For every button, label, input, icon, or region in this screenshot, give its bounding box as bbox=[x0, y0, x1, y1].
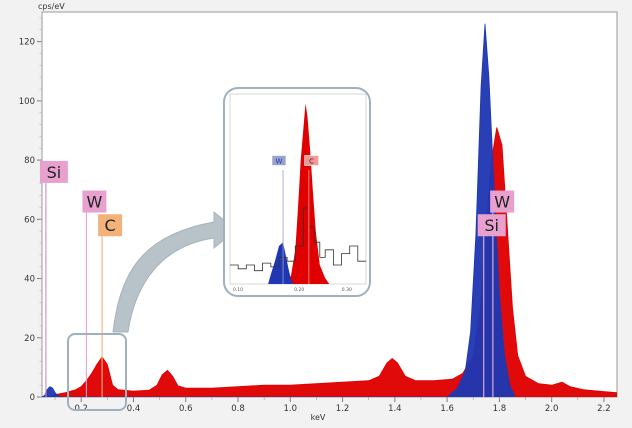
inset-x-tick-label: 0.10 bbox=[233, 287, 243, 293]
x-tick-label: 1.2 bbox=[336, 404, 350, 414]
series-area-red bbox=[42, 127, 617, 397]
x-tick-label: 2.0 bbox=[545, 404, 559, 414]
element-label: W bbox=[87, 193, 103, 212]
y-tick-label: 120 bbox=[19, 38, 35, 48]
x-tick-label: 1.8 bbox=[493, 404, 507, 414]
element-label-box bbox=[490, 190, 515, 213]
inset-x-tick-label: 0.20 bbox=[294, 287, 304, 293]
inset-area-blue bbox=[268, 242, 294, 284]
x-tick-label: 0.8 bbox=[231, 404, 245, 414]
element-label: Si bbox=[47, 163, 62, 182]
element-marker-lines bbox=[45, 182, 494, 397]
element-label-box bbox=[98, 214, 123, 237]
spectrum-areas bbox=[42, 23, 617, 397]
x-tick-label: 1.4 bbox=[388, 404, 402, 414]
y-tick-label: 100 bbox=[19, 97, 35, 107]
inset-label: C bbox=[309, 158, 314, 166]
x-axis-title: keV bbox=[311, 413, 326, 422]
x-tick-label: 0.6 bbox=[179, 404, 193, 414]
y-axis: 0 20 40 60 80 100 120 bbox=[19, 17, 42, 403]
y-tick-label: 60 bbox=[24, 215, 35, 225]
element-label-box bbox=[82, 190, 107, 213]
inset-axis: 0.10 0.20 0.30 bbox=[233, 287, 352, 293]
element-label: Si bbox=[484, 216, 499, 235]
inset-label-box bbox=[304, 155, 319, 166]
element-label: C bbox=[105, 216, 116, 235]
y-tick-label: 20 bbox=[24, 334, 35, 344]
zoom-region-box bbox=[67, 333, 127, 411]
element-label: W bbox=[494, 193, 510, 212]
element-label-box bbox=[477, 214, 506, 237]
inset-label: W bbox=[275, 158, 282, 166]
inset-label-box bbox=[271, 155, 287, 166]
element-label-box bbox=[39, 160, 68, 183]
y-tick-label: 40 bbox=[24, 275, 35, 285]
x-tick-label: 0.4 bbox=[127, 404, 141, 414]
x-tick-label: 1.6 bbox=[440, 404, 454, 414]
y-tick-label: 0 bbox=[30, 393, 35, 403]
inset-outline bbox=[230, 207, 366, 272]
x-tick-label: 2.2 bbox=[597, 404, 611, 414]
inset-x-tick-label: 0.30 bbox=[342, 287, 352, 293]
y-axis-title: cps/eV bbox=[38, 2, 65, 11]
inset-spectrum bbox=[230, 103, 366, 284]
y-tick-label: 80 bbox=[24, 156, 35, 166]
x-axis: 0.2 0.4 0.6 0.8 1.0 1.2 1.4 1.6 1.8 2.0 2.2 bbox=[54, 397, 611, 414]
series-area-blue bbox=[42, 23, 516, 397]
x-tick-label: 1.0 bbox=[284, 404, 298, 414]
